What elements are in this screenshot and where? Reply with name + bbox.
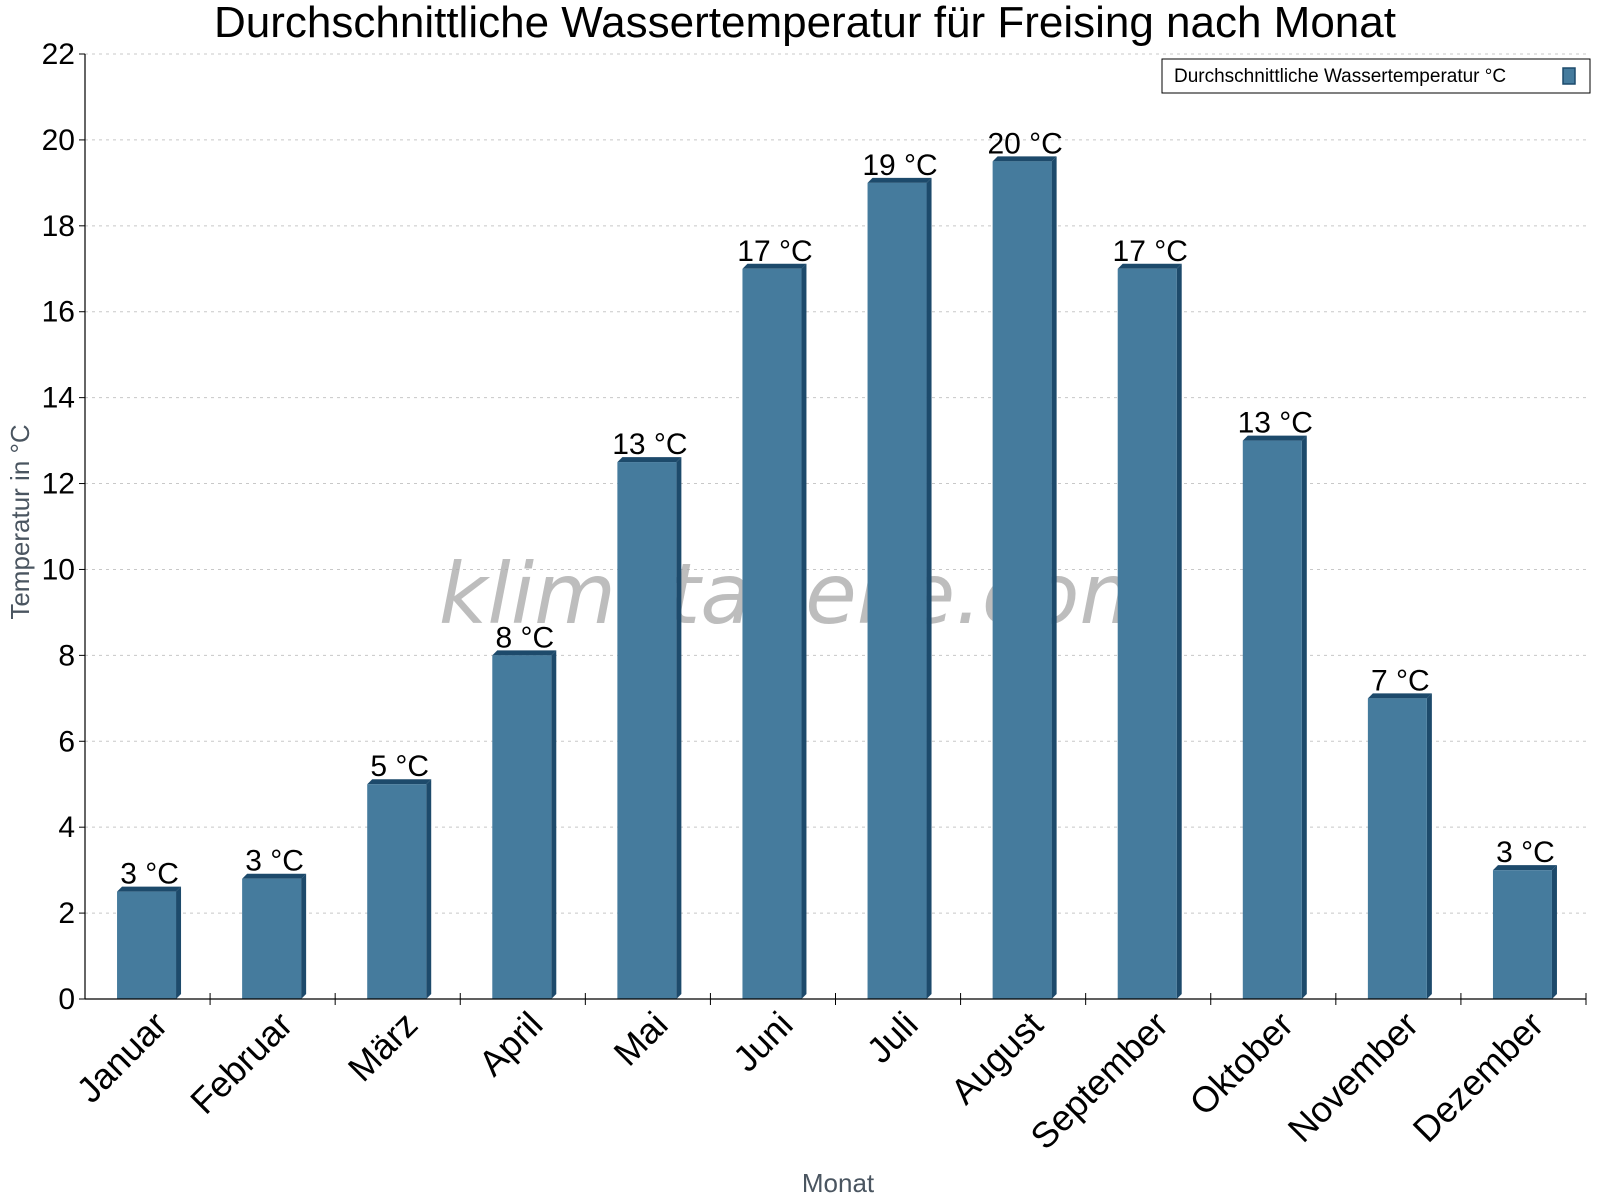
bar <box>1117 263 1182 1000</box>
bar-top-face <box>1367 693 1432 699</box>
gridlines <box>85 53 1586 914</box>
x-tick-labels: Januar Februar März April Mai Juni Juli AugustS… <box>68 1004 1551 1158</box>
bar-front-face <box>1242 440 1302 999</box>
bar <box>742 263 807 1000</box>
bar-side-face <box>426 779 432 999</box>
bar-side-face <box>1051 156 1057 1000</box>
bar-top-face <box>617 457 682 463</box>
bar-front-face <box>367 784 427 999</box>
bar-top-face <box>367 779 432 785</box>
bar-top-face <box>992 156 1057 162</box>
x-tick-label: Juli <box>859 1004 926 1071</box>
data-label: 13 °C <box>612 428 687 461</box>
bar-top-face <box>742 263 807 269</box>
bar-side-face <box>301 873 307 999</box>
bar <box>992 156 1057 1000</box>
y-axis-label: Temperatur in °C <box>5 424 35 619</box>
legend-swatch <box>1562 67 1576 85</box>
bar-side-face <box>1426 693 1432 999</box>
bar-front-face <box>1117 268 1177 1000</box>
axes <box>79 53 1587 1005</box>
bar-front-face <box>242 878 302 999</box>
data-label: 19 °C <box>862 149 937 182</box>
bar <box>1242 435 1307 999</box>
y-tick-label: 16 <box>42 296 75 329</box>
x-tick-label: Januar <box>68 1004 175 1111</box>
bar <box>367 779 432 999</box>
data-labels: 3 °C 3 °C 5 °C 8 °C 13 °C 17 °C 19 °C 20 °C 17 °… <box>120 127 1555 890</box>
data-label: 3 °C <box>1496 836 1555 869</box>
x-tick-label: Dezember <box>1405 1004 1551 1150</box>
bar-top-face <box>1117 263 1182 269</box>
bar-front-face <box>1492 870 1552 999</box>
x-axis-label: Monat <box>802 1168 875 1198</box>
x-tick-label: April <box>471 1004 551 1084</box>
bar-side-face <box>801 263 807 1000</box>
bar-front-face <box>992 161 1052 1000</box>
y-tick-label: 8 <box>58 639 75 672</box>
y-tick-label: 12 <box>42 468 75 501</box>
x-tick-label: März <box>340 1004 426 1090</box>
bar <box>867 177 932 999</box>
chart-title: Durchschnittliche Wassertemperatur für F… <box>214 0 1396 47</box>
legend-box <box>1161 58 1591 94</box>
legend-label: Durchschnittliche Wassertemperatur °C <box>1174 66 1506 87</box>
y-tick-label: 14 <box>42 382 75 415</box>
y-tick-label: 6 <box>58 725 75 758</box>
data-label: 3 °C <box>120 858 179 891</box>
bar-front-face <box>1367 698 1427 999</box>
x-tick-label: Mai <box>606 1004 676 1074</box>
bar-side-face <box>1301 435 1307 999</box>
x-tick-label: November <box>1280 1004 1426 1150</box>
data-label: 8 °C <box>495 621 554 654</box>
data-label: 5 °C <box>370 750 429 783</box>
bar <box>617 457 682 999</box>
data-label: 7 °C <box>1371 664 1430 697</box>
x-tick-label: September <box>1022 1004 1176 1158</box>
bar-front-face <box>742 268 802 1000</box>
data-label: 3 °C <box>245 845 304 878</box>
data-label: 17 °C <box>737 235 812 268</box>
x-tick-label: Oktober <box>1181 1004 1301 1124</box>
bar-top-face <box>242 873 307 879</box>
bar-top-face <box>492 650 557 656</box>
y-tick-label: 22 <box>42 38 75 71</box>
bar-side-face <box>551 650 557 999</box>
bar-front-face <box>492 655 552 999</box>
y-tick-labels: 0 2 4 6 8 10 12 14 16 18 20 22 <box>42 38 75 1016</box>
bar <box>117 886 182 999</box>
bar-side-face <box>1176 263 1182 1000</box>
y-tick-label: 20 <box>42 124 75 157</box>
bar-top-face <box>117 886 182 892</box>
bar-front-face <box>117 891 177 999</box>
x-tick-label: Februar <box>182 1004 300 1122</box>
bar-top-face <box>867 177 932 183</box>
bar-side-face <box>176 886 182 999</box>
legend: Durchschnittliche Wassertemperatur °C <box>1161 58 1591 94</box>
bar-side-face <box>1551 865 1557 999</box>
y-tick-label: 18 <box>42 210 75 243</box>
x-tick-label: August <box>943 1004 1051 1112</box>
y-tick-label: 2 <box>58 897 75 930</box>
bar-front-face <box>867 182 927 999</box>
bar <box>1367 693 1432 999</box>
data-label: 13 °C <box>1238 407 1313 440</box>
bars <box>117 156 1557 1000</box>
data-label: 20 °C <box>987 127 1062 160</box>
bar <box>1492 865 1557 999</box>
bar <box>492 650 557 999</box>
data-label: 17 °C <box>1113 235 1188 268</box>
bar-side-face <box>926 177 932 999</box>
x-tick-label: Juni <box>725 1004 801 1080</box>
y-tick-label: 4 <box>58 811 75 844</box>
bar <box>242 873 307 999</box>
bar-front-face <box>617 462 677 999</box>
y-tick-label: 0 <box>58 983 75 1016</box>
bar-top-face <box>1242 435 1307 441</box>
bar-side-face <box>676 457 682 999</box>
bar-top-face <box>1492 865 1557 871</box>
y-tick-label: 10 <box>42 553 75 586</box>
